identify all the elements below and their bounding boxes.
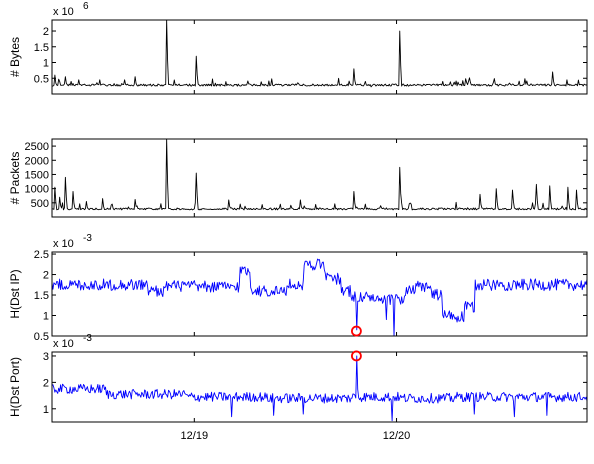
y-tick-label: 1 [43,311,49,323]
y-exponent: 6 [83,1,89,12]
y-exponent: -3 [83,233,92,244]
anomaly-marker [351,325,362,337]
series-line [51,355,588,422]
y-multiplier: x 10 [53,338,74,350]
y-tick-label: 2.5 [34,249,49,261]
axes-box [51,138,588,218]
series-line [51,19,588,88]
y-exponent: -3 [83,333,92,344]
y-tick-label: 1.5 [34,42,49,54]
y-tick-label: 1 [43,58,49,70]
y-tick-label: 2 [43,26,49,38]
chart-panel-4: 1 2 3 12/19 12/20 H(Dst Port) x 10 -3 [8,333,588,442]
y-tick-label: 0.5 [34,331,49,343]
y-tick-label: 2500 [25,141,49,153]
chart-panel-2: 500 1000 1500 2000 2500# Packets [8,138,588,218]
axes-box [51,351,588,423]
y-multiplier: x 10 [53,238,74,250]
x-tick-label: 12/19 [181,430,209,442]
y-tick-label: 1 [43,404,49,416]
chart-panel-1: 0.5 1 1.5 2 # Bytes x 10 6 [8,1,588,95]
axes-box [51,19,588,95]
y-tick-label: 3 [43,351,49,363]
y-tick-label: 0.5 [34,73,49,85]
axes-box [51,251,588,337]
y-tick-label: 2 [43,270,49,282]
y-tick-label: 500 [31,198,49,210]
y-tick-label: 2 [43,377,49,389]
y-axis-label: # Packets [8,152,22,205]
y-axis-label: H(Dst Port) [8,357,22,417]
series-line [51,138,588,211]
y-multiplier: x 10 [53,6,74,18]
y-axis-label: # Bytes [8,37,22,77]
y-tick-label: 1500 [25,169,49,181]
y-tick-label: 1000 [25,184,49,196]
anomaly-marker [351,350,362,362]
series-line [51,258,588,337]
y-tick-label: 1.5 [34,290,49,302]
y-axis-label: H(Dst IP) [8,269,22,318]
chart-panel-3: 0.5 1 1.5 2 2.5 H(Dst IP) x 10 -3 [8,233,588,343]
y-tick-label: 2000 [25,155,49,167]
x-tick-label: 12/20 [383,430,411,442]
